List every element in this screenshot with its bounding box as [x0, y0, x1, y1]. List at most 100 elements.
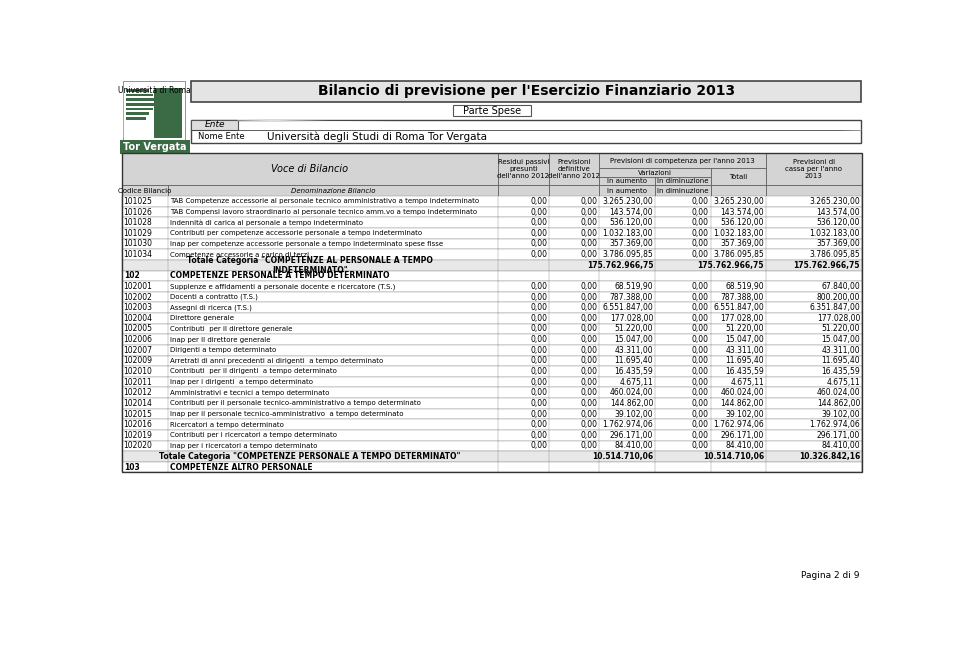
Text: 10.326.842,16: 10.326.842,16 — [799, 452, 860, 461]
Bar — [453, 105, 531, 116]
Text: 0,00: 0,00 — [692, 229, 709, 238]
Text: 787.388,00: 787.388,00 — [721, 293, 764, 302]
Bar — [168, 185, 498, 196]
Bar — [126, 114, 138, 118]
Text: Contributi per i ricercatori a tempo determinato: Contributi per i ricercatori a tempo det… — [170, 432, 337, 438]
Text: 144.862,00: 144.862,00 — [817, 399, 860, 408]
Text: 102001: 102001 — [123, 282, 152, 291]
Text: 177.028,00: 177.028,00 — [817, 314, 860, 323]
Bar — [191, 120, 861, 143]
Text: 101026: 101026 — [123, 208, 152, 217]
Text: 0,00: 0,00 — [692, 282, 709, 291]
Bar — [126, 107, 146, 110]
Text: 11.695,40: 11.695,40 — [822, 357, 860, 366]
Text: 101029: 101029 — [123, 229, 152, 238]
Text: Contributi  per il dirigenti  a tempo determinato: Contributi per il dirigenti a tempo dete… — [170, 368, 336, 375]
Bar — [599, 185, 655, 196]
Bar — [122, 217, 862, 228]
Bar — [122, 324, 862, 334]
Bar — [122, 185, 168, 196]
Text: 0,00: 0,00 — [581, 377, 597, 387]
Text: 102020: 102020 — [123, 441, 152, 451]
Text: Residui passivi
presunti
dell'anno 2012: Residui passivi presunti dell'anno 2012 — [497, 159, 549, 179]
Text: 177.028,00: 177.028,00 — [721, 314, 764, 323]
Text: 3.786.095,85: 3.786.095,85 — [603, 250, 653, 259]
Text: 0,00: 0,00 — [530, 409, 547, 419]
Text: 0,00: 0,00 — [530, 229, 547, 238]
Bar — [126, 89, 150, 92]
Text: Pagina 2 di 9: Pagina 2 di 9 — [801, 571, 859, 579]
Text: 0,00: 0,00 — [581, 208, 597, 217]
Text: Università degli Studi di Roma Tor Vergata: Università degli Studi di Roma Tor Verga… — [267, 132, 488, 142]
Text: 0,00: 0,00 — [692, 197, 709, 206]
Bar — [120, 78, 190, 581]
Bar — [122, 334, 862, 345]
Bar — [122, 260, 862, 270]
Text: 4.675,11: 4.675,11 — [731, 377, 764, 387]
Bar — [122, 239, 862, 249]
Text: 0,00: 0,00 — [692, 409, 709, 419]
Text: 11.695,40: 11.695,40 — [614, 357, 653, 366]
Bar — [122, 249, 862, 260]
Text: Variazioni: Variazioni — [637, 170, 672, 176]
Text: 0,00: 0,00 — [581, 229, 597, 238]
Text: Voce di Bilancio: Voce di Bilancio — [272, 164, 348, 174]
Bar — [498, 185, 548, 196]
Text: 0,00: 0,00 — [581, 240, 597, 249]
Text: 16.435,59: 16.435,59 — [725, 367, 764, 376]
Text: 0,00: 0,00 — [581, 345, 597, 355]
Text: 0,00: 0,00 — [530, 441, 547, 451]
Text: TAB Compensi lavoro straordinario al personale tecnico amm.vo a tempo indetermin: TAB Compensi lavoro straordinario al per… — [170, 209, 477, 215]
Text: 11.695,40: 11.695,40 — [726, 357, 764, 366]
Text: 3.265.230,00: 3.265.230,00 — [713, 197, 764, 206]
Text: 0,00: 0,00 — [581, 293, 597, 302]
Text: Previsioni
definitive
dell'anno 2012: Previsioni definitive dell'anno 2012 — [548, 159, 600, 179]
Text: 102010: 102010 — [123, 367, 152, 376]
Bar — [126, 111, 143, 114]
Bar — [655, 185, 710, 196]
Text: 102019: 102019 — [123, 431, 152, 439]
Text: Codice Bilancio: Codice Bilancio — [118, 188, 172, 194]
Text: 0,00: 0,00 — [530, 389, 547, 397]
Bar — [126, 103, 148, 106]
Text: 51.220,00: 51.220,00 — [822, 325, 860, 334]
Text: 0,00: 0,00 — [692, 367, 709, 376]
Text: 0,00: 0,00 — [581, 314, 597, 323]
Text: 39.102,00: 39.102,00 — [822, 409, 860, 419]
Text: 143.574,00: 143.574,00 — [720, 208, 764, 217]
Text: 0,00: 0,00 — [692, 431, 709, 439]
Bar — [126, 111, 143, 114]
Bar — [126, 112, 150, 115]
Bar — [126, 91, 138, 94]
Text: 0,00: 0,00 — [692, 345, 709, 355]
Text: 1.032.183,00: 1.032.183,00 — [603, 229, 653, 238]
Bar — [655, 177, 710, 185]
Bar — [122, 462, 862, 473]
Text: In diminuzione: In diminuzione — [657, 188, 708, 194]
Text: 0,00: 0,00 — [692, 389, 709, 397]
Text: 0,00: 0,00 — [692, 335, 709, 344]
Text: 0,00: 0,00 — [692, 325, 709, 334]
Text: 39.102,00: 39.102,00 — [726, 409, 764, 419]
Bar — [126, 95, 143, 98]
Text: 15.047,00: 15.047,00 — [725, 335, 764, 344]
Text: 84.410,00: 84.410,00 — [726, 441, 764, 451]
Text: 296.171,00: 296.171,00 — [817, 431, 860, 439]
Text: 16.435,59: 16.435,59 — [614, 367, 653, 376]
Bar — [126, 108, 153, 110]
Text: 175.762.966,75: 175.762.966,75 — [794, 261, 860, 270]
Text: 0,00: 0,00 — [530, 420, 547, 429]
Text: 102006: 102006 — [123, 335, 152, 344]
Text: 15.047,00: 15.047,00 — [822, 335, 860, 344]
Text: 536.120,00: 536.120,00 — [610, 218, 653, 227]
Text: 68.519,90: 68.519,90 — [614, 282, 653, 291]
Text: 0,00: 0,00 — [581, 282, 597, 291]
Text: 175.762.966,75: 175.762.966,75 — [587, 261, 653, 270]
Text: 102005: 102005 — [123, 325, 152, 334]
Text: 102007: 102007 — [123, 345, 152, 355]
Bar — [122, 302, 862, 313]
Text: 67.840,00: 67.840,00 — [822, 282, 860, 291]
Bar — [126, 95, 143, 98]
Text: Nome Ente: Nome Ente — [198, 133, 244, 142]
Text: 143.574,00: 143.574,00 — [610, 208, 653, 217]
